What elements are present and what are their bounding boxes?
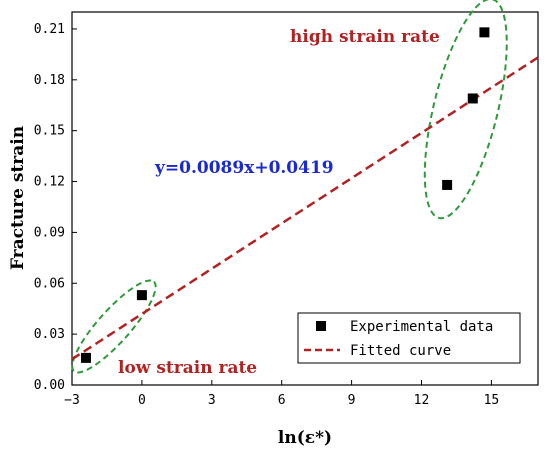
high-strain-rate-label: high strain rate: [290, 27, 440, 47]
legend-box: [297, 312, 521, 364]
y-tick-label: 0.00: [34, 378, 65, 393]
x-tick-label: 9: [348, 393, 356, 408]
data-point: [467, 93, 478, 104]
fit-equation-label: y=0.0089x+0.0419: [154, 158, 334, 178]
x-tick-label: −3: [64, 393, 80, 408]
data-point: [442, 179, 453, 190]
legend: Experimental data Fitted curve: [297, 312, 521, 364]
data-point: [136, 290, 147, 301]
y-tick-label: 0.15: [34, 124, 65, 139]
data-point: [479, 27, 490, 38]
legend-label-experimental: Experimental data: [350, 319, 493, 335]
x-axis-title: ln(ε*): [278, 428, 332, 448]
high-strain-rate-ellipse: [423, 0, 508, 220]
plot-frame: [71, 11, 539, 386]
y-tick-label: 0.09: [34, 225, 65, 240]
x-tick-label: 3: [208, 393, 216, 408]
fitted-curve-line: [71, 56, 539, 361]
y-tick-label: 0.03: [34, 327, 65, 342]
y-tick-label: 0.18: [34, 73, 65, 88]
y-tick-label: 0.21: [34, 22, 65, 37]
x-tick-label: 12: [414, 393, 430, 408]
x-tick-label: 0: [138, 393, 146, 408]
y-tick-label: 0.06: [34, 276, 65, 291]
data-point: [80, 352, 91, 363]
x-tick-label: 6: [278, 393, 286, 408]
legend-label-fitted: Fitted curve: [350, 343, 451, 359]
low-strain-rate-label: low strain rate: [118, 358, 257, 378]
low-strain-rate-ellipse: [71, 279, 157, 374]
x-tick-label: 15: [484, 393, 500, 408]
legend-marker-experimental: [316, 321, 326, 331]
y-tick-label: 0.12: [34, 175, 65, 190]
y-axis-title: Fracture strain: [8, 126, 28, 270]
